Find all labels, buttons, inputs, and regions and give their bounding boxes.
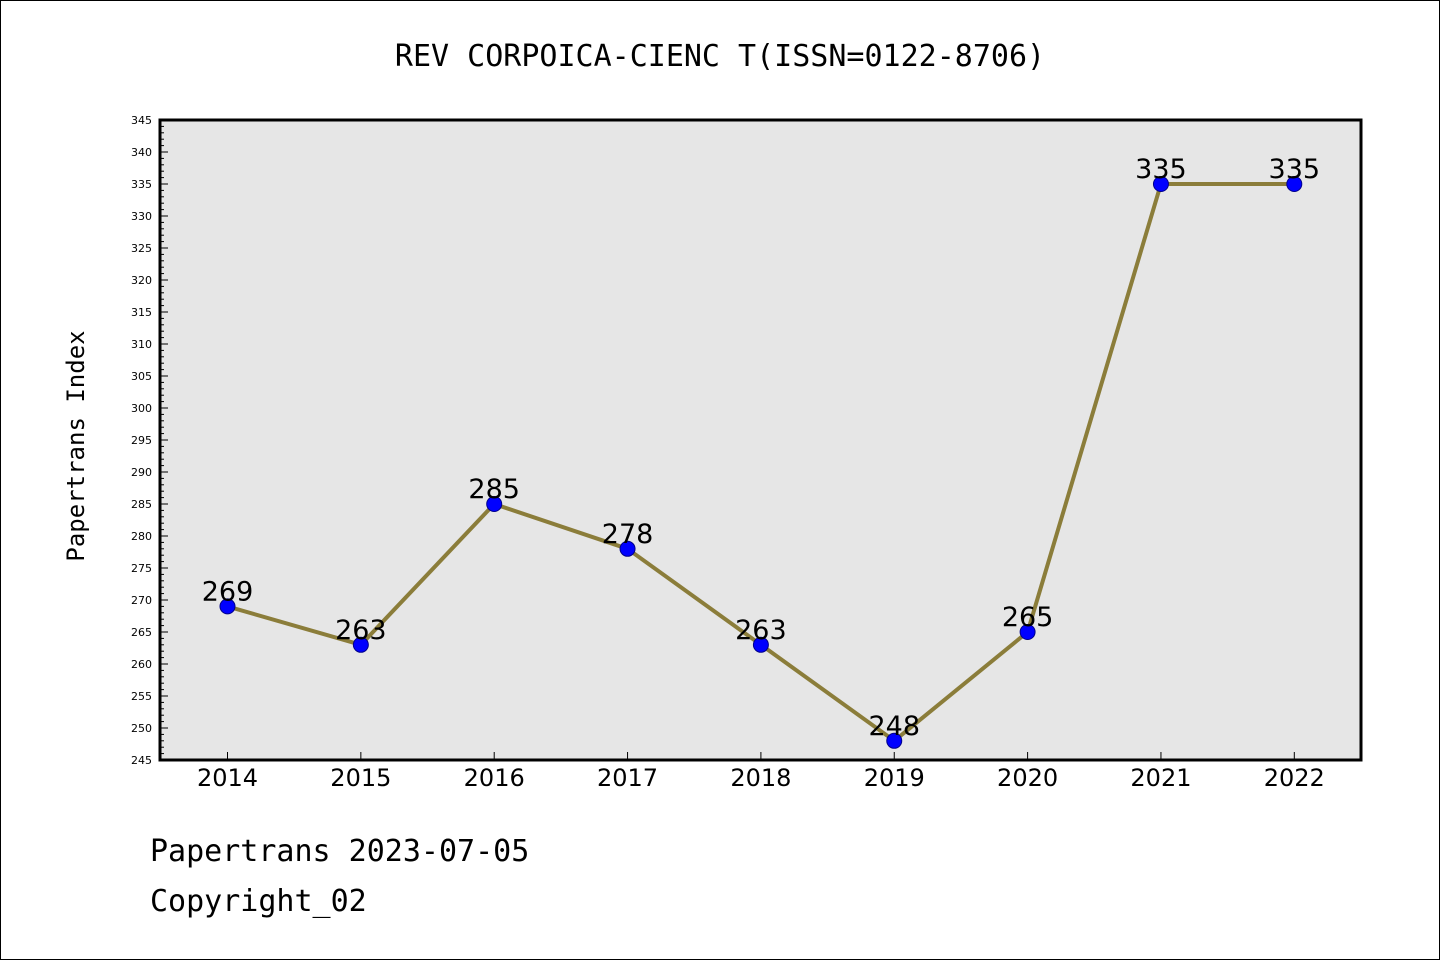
y-axis-ticks: 245 250 255 260 265 270 275 280 285 290 295 300 305 3… xyxy=(131,114,168,767)
x-tick-label: 2015 xyxy=(330,764,391,792)
y-tick-label: 300 xyxy=(131,402,152,415)
y-tick-label: 320 xyxy=(131,274,152,287)
y-tick-label: 285 xyxy=(131,498,152,511)
x-tick-label: 2020 xyxy=(997,764,1058,792)
plot-area xyxy=(158,118,1363,762)
y-tick-label: 290 xyxy=(131,466,152,479)
y-tick-label: 295 xyxy=(131,434,152,447)
data-label: 278 xyxy=(602,519,654,550)
data-label: 265 xyxy=(1002,602,1054,633)
data-label: 263 xyxy=(335,615,387,646)
data-point xyxy=(486,496,503,512)
footer-date-line: Papertrans 2023-07-05 xyxy=(150,834,530,869)
y-tick-label: 345 xyxy=(131,114,152,127)
x-tick-label: 2014 xyxy=(197,764,258,792)
data-point xyxy=(219,598,236,615)
y-tick-label: 325 xyxy=(131,242,152,255)
y-tick-label: 275 xyxy=(131,562,152,575)
y-tick-label: 250 xyxy=(131,722,152,735)
series-group: 269 263 285 278 263 248 265 335 335 xyxy=(202,154,1321,749)
chart-title: REV CORPOICA-CIENC T(ISSN=0122-8706) xyxy=(395,39,1045,74)
data-label: 335 xyxy=(1269,154,1321,185)
x-tick-label: 2022 xyxy=(1264,764,1325,792)
x-axis-ticks: 2014 2015 2016 2017 2018 2019 2020 2021 2022 xyxy=(197,752,1325,792)
x-tick-label: 2021 xyxy=(1130,764,1191,792)
y-tick-label: 340 xyxy=(131,146,152,159)
data-label: 285 xyxy=(468,474,520,505)
footer-copyright: Copyright_02 xyxy=(150,884,367,919)
data-label: 335 xyxy=(1135,154,1187,185)
y-tick-label: 310 xyxy=(131,338,152,351)
y-tick-label: 315 xyxy=(131,306,152,319)
y-tick-label: 270 xyxy=(131,594,152,607)
y-tick-label: 305 xyxy=(131,370,152,383)
data-label: 263 xyxy=(735,615,787,646)
data-label: 248 xyxy=(868,711,920,742)
data-point xyxy=(1019,624,1036,640)
data-point xyxy=(1152,176,1169,192)
y-tick-label: 265 xyxy=(131,626,152,639)
data-label: 269 xyxy=(202,576,254,607)
x-tick-label: 2016 xyxy=(464,764,525,792)
data-point xyxy=(886,732,903,749)
y-tick-label: 280 xyxy=(131,530,152,543)
y-tick-label: 255 xyxy=(131,690,152,703)
data-point xyxy=(619,540,636,557)
y-tick-label: 330 xyxy=(131,210,152,223)
x-tick-label: 2017 xyxy=(597,764,658,792)
x-tick-label: 2018 xyxy=(730,764,791,792)
y-tick-label: 260 xyxy=(131,658,152,671)
y-tick-label: 245 xyxy=(131,754,152,767)
y-axis-label: Papertrans Index xyxy=(62,330,90,561)
y-tick-label: 335 xyxy=(131,178,152,191)
data-point xyxy=(352,636,369,653)
x-tick-label: 2019 xyxy=(864,764,925,792)
data-point xyxy=(752,636,769,653)
data-point xyxy=(1286,176,1303,192)
